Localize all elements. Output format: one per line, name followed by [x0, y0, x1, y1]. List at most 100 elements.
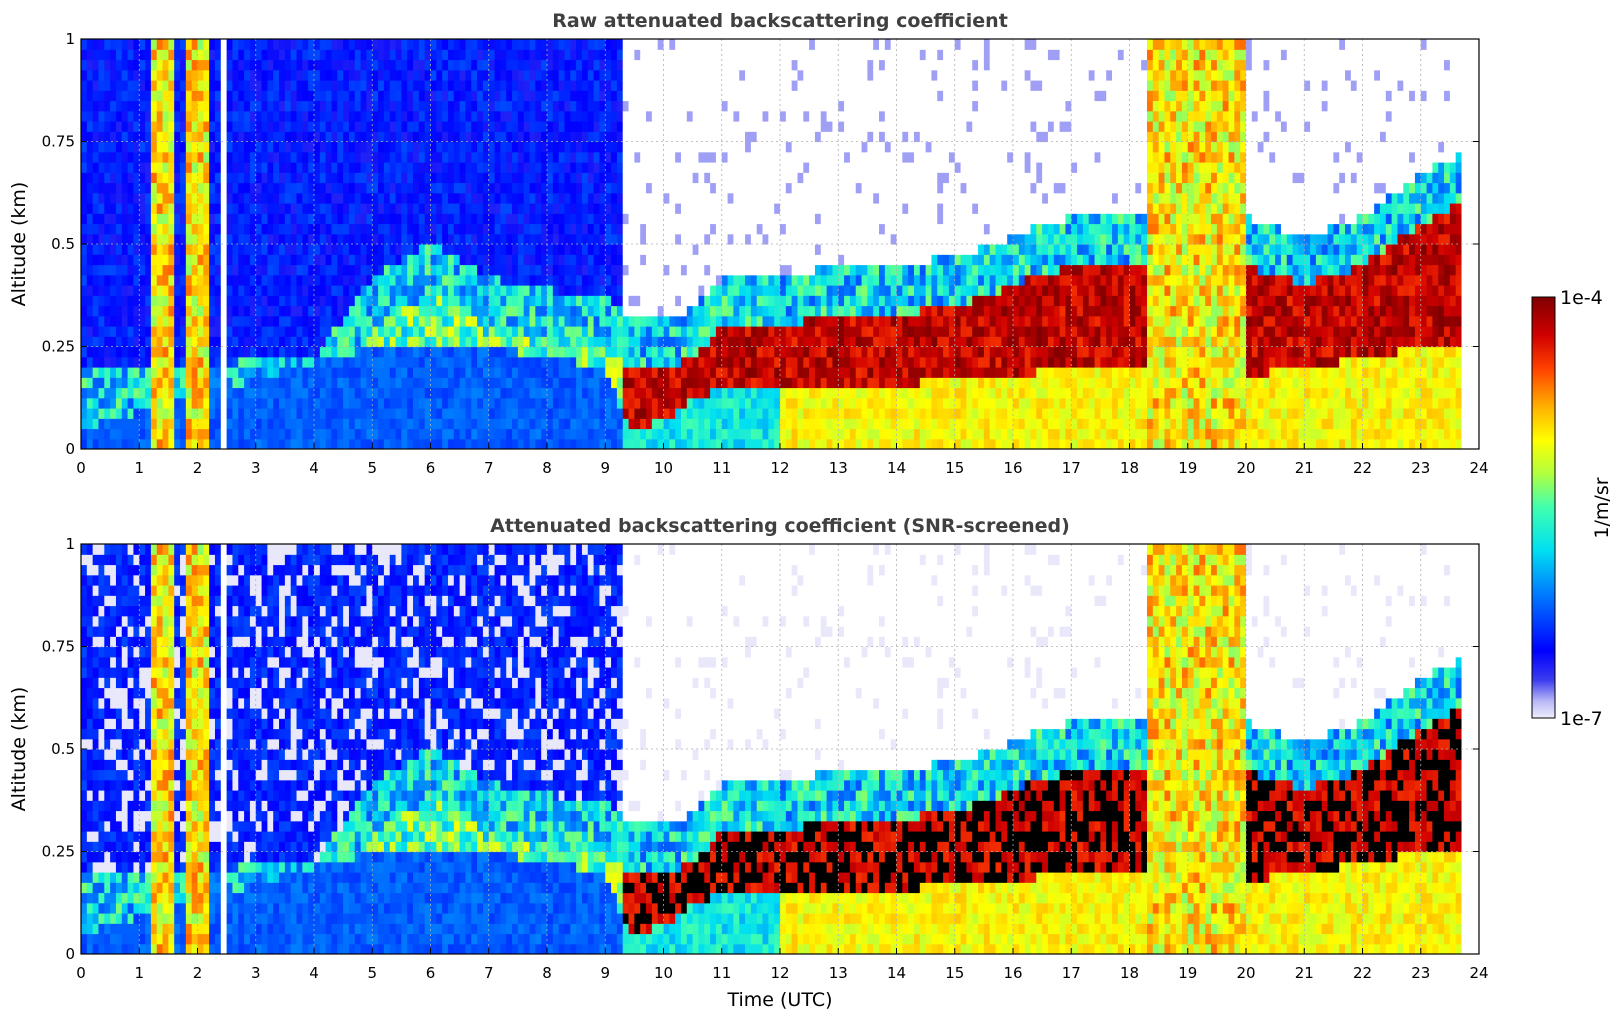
- heatmap-cell: [378, 192, 385, 204]
- heatmap-cell: [115, 100, 123, 112]
- heatmap-cell: [791, 295, 799, 307]
- heatmap-cell: [471, 213, 478, 225]
- heatmap-cell: [663, 295, 670, 307]
- heatmap-cell: [185, 254, 193, 266]
- heatmap-cell: [354, 69, 362, 81]
- heatmap-cell: [721, 141, 729, 153]
- heatmap-cell: [611, 408, 618, 419]
- heatmap-cell: [780, 110, 787, 122]
- heatmap-cell: [244, 162, 251, 173]
- heatmap-cell: [191, 326, 199, 337]
- heatmap-cell: [785, 192, 793, 204]
- heatmap-cell: [418, 367, 426, 378]
- heatmap-cell: [494, 182, 501, 194]
- heatmap-cell: [459, 131, 467, 143]
- heatmap-cell: [477, 397, 484, 409]
- heatmap-cell: [797, 397, 804, 409]
- heatmap-cell: [465, 264, 472, 276]
- heatmap-cell: [745, 244, 752, 255]
- heatmap-cell: [302, 182, 309, 194]
- heatmap-cell: [413, 182, 420, 194]
- heatmap-cell: [232, 377, 239, 389]
- heatmap-cell: [686, 131, 694, 143]
- heatmap-cell: [686, 69, 694, 81]
- heatmap-cell: [552, 295, 560, 307]
- heatmap-cell: [646, 110, 653, 122]
- heatmap-cell: [325, 80, 333, 91]
- heatmap-cell: [791, 305, 799, 317]
- heatmap-cell: [686, 274, 694, 286]
- heatmap-cell: [168, 213, 175, 225]
- heatmap-cell: [628, 100, 635, 112]
- heatmap-cell: [232, 213, 239, 225]
- heatmap-cell: [220, 80, 228, 91]
- heatmap-cell: [529, 131, 536, 143]
- heatmap-cell: [220, 305, 228, 317]
- heatmap-cell: [611, 418, 618, 430]
- heatmap-cell: [593, 408, 601, 419]
- heatmap-cell: [616, 110, 624, 122]
- heatmap-cell: [593, 387, 601, 399]
- heatmap-cell: [762, 100, 769, 112]
- heatmap-cell: [628, 213, 635, 225]
- heatmap-cell: [570, 233, 577, 245]
- heatmap-cell: [750, 264, 758, 276]
- heatmap-cell: [145, 285, 152, 296]
- heatmap-cell: [570, 69, 577, 81]
- heatmap-cell: [348, 244, 356, 255]
- heatmap-cell: [482, 69, 490, 81]
- heatmap-cell: [581, 336, 589, 348]
- heatmap-cell: [523, 141, 531, 153]
- heatmap-cell: [86, 192, 94, 204]
- heatmap-cell: [675, 39, 682, 50]
- heatmap-cell: [273, 336, 280, 348]
- heatmap-cell: [506, 438, 513, 449]
- heatmap-cell: [424, 305, 432, 317]
- heatmap-cell: [517, 121, 525, 132]
- heatmap-cell: [628, 80, 635, 91]
- heatmap-cell: [570, 172, 577, 184]
- heatmap-cell: [180, 397, 187, 409]
- heatmap-cell: [354, 305, 362, 317]
- heatmap-cell: [762, 346, 769, 358]
- heatmap-cell: [104, 49, 111, 61]
- heatmap-cell: [372, 274, 379, 286]
- heatmap-cell: [197, 90, 204, 102]
- heatmap-cell: [471, 336, 478, 348]
- heatmap-cell: [570, 203, 577, 214]
- heatmap-cell: [564, 295, 571, 307]
- heatmap-cell: [180, 151, 187, 163]
- heatmap-cell: [605, 244, 612, 255]
- heatmap-cell: [680, 233, 688, 245]
- heatmap-cell: [115, 377, 123, 389]
- heatmap-cell: [395, 244, 402, 255]
- heatmap-cell: [663, 110, 670, 122]
- heatmap-cell: [407, 295, 414, 307]
- heatmap-cell: [622, 244, 630, 255]
- heatmap-cell: [86, 151, 94, 163]
- heatmap-cell: [249, 203, 257, 214]
- heatmap-cell: [646, 295, 653, 307]
- heatmap-cell: [104, 346, 111, 358]
- heatmap-cell: [255, 305, 263, 317]
- heatmap-cell: [104, 264, 111, 276]
- heatmap-cell: [581, 100, 589, 112]
- heatmap-cell: [715, 428, 723, 440]
- heatmap-cell: [366, 377, 373, 389]
- heatmap-cell: [308, 305, 315, 317]
- heatmap-cell: [704, 49, 711, 61]
- heatmap-cell: [232, 223, 239, 235]
- heatmap-cell: [459, 172, 467, 184]
- heatmap-cell: [360, 326, 368, 337]
- heatmap-cell: [442, 110, 449, 122]
- heatmap-cell: [704, 80, 711, 91]
- heatmap-cell: [360, 428, 368, 440]
- heatmap-cell: [686, 346, 694, 358]
- heatmap-cell: [145, 59, 152, 71]
- heatmap-cell: [634, 90, 641, 102]
- heatmap-cell: [168, 141, 175, 153]
- heatmap-cell: [675, 223, 682, 235]
- heatmap-cell: [127, 305, 135, 317]
- heatmap-cell: [203, 264, 210, 276]
- heatmap-cell: [209, 151, 216, 163]
